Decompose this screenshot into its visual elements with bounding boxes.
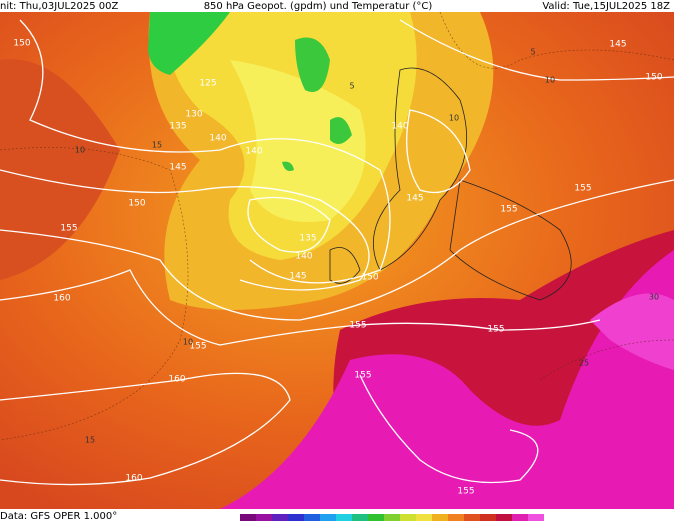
geopotential-label: 125	[199, 79, 216, 89]
geopotential-contour	[19, 19, 391, 284]
header-bar	[0, 0, 674, 12]
scale-swatch	[256, 514, 272, 521]
very-hot-area	[220, 250, 674, 509]
scale-swatch	[400, 514, 416, 521]
scale-swatch	[288, 514, 304, 521]
temperature-label: 15	[85, 436, 95, 445]
geopotential-label: 160	[168, 375, 185, 385]
scale-swatch	[464, 514, 480, 521]
temperature-label: 5	[349, 82, 354, 91]
geopotential-label: 160	[53, 294, 70, 304]
scale-swatch	[480, 514, 496, 521]
cold-area	[230, 60, 366, 222]
data-source: Data: GFS OPER 1.000°	[0, 511, 117, 521]
temperature-label: 5	[530, 48, 535, 57]
geopotential-label: 150	[13, 39, 30, 49]
geopotential-contour	[0, 372, 291, 486]
warm-area	[0, 59, 120, 280]
geopotential-contour	[359, 374, 539, 484]
geopotential-contour	[399, 19, 674, 81]
color-scale	[240, 514, 544, 521]
valid-time: Valid: Tue,15JUL2025 18Z	[542, 1, 670, 12]
scale-swatch	[416, 514, 432, 521]
geopotential-label: 145	[169, 163, 186, 173]
temperature-label: 10	[75, 146, 85, 155]
geopotential-label: 155	[487, 325, 504, 335]
temperature-label: 25	[579, 359, 589, 368]
scale-swatch	[336, 514, 352, 521]
cold-pockets	[282, 37, 352, 171]
geopotential-label: 145	[289, 272, 306, 282]
isotherm	[0, 147, 189, 441]
scale-swatch	[384, 514, 400, 521]
geopotential-label: 135	[299, 234, 316, 244]
isotherm	[439, 11, 674, 69]
scale-swatch	[272, 514, 288, 521]
geopotential-label: 155	[189, 342, 206, 352]
temperature-label: 10	[545, 76, 555, 85]
scale-swatch	[496, 514, 512, 521]
scale-swatch	[320, 514, 336, 521]
geopotential-contour	[0, 169, 370, 291]
init-time: nit: Thu,03JUL2025 00Z	[0, 1, 118, 12]
geopotential-label: 135	[169, 122, 186, 132]
geopotential-label: 140	[391, 122, 408, 132]
scale-swatch	[368, 514, 384, 521]
geopotential-contour	[247, 196, 331, 253]
isotherm	[539, 339, 674, 381]
geopotential-label: 155	[60, 224, 77, 234]
geopotential-label: 145	[406, 194, 423, 204]
scale-swatch	[448, 514, 464, 521]
temperature-label: 10	[183, 338, 193, 347]
geopotential-label: 155	[349, 321, 366, 331]
geopotential-contour	[406, 109, 471, 194]
geopotential-label: 155	[457, 487, 474, 497]
geopotential-label: 160	[125, 474, 142, 484]
temperature-label: 30	[649, 293, 659, 302]
extreme-area	[590, 293, 674, 370]
greenland-cold	[148, 12, 230, 75]
geopotential-label: 130	[185, 110, 202, 120]
geopotential-label: 140	[209, 134, 226, 144]
geopotential-contour	[0, 179, 674, 321]
scale-swatch	[352, 514, 368, 521]
geopotential-label: 155	[354, 371, 371, 381]
geopotential-contour	[0, 269, 601, 346]
scale-swatch	[304, 514, 320, 521]
geopotential-label: 155	[574, 184, 591, 194]
geopotential-label: 150	[645, 73, 662, 83]
scale-swatch	[528, 514, 544, 521]
geopotential-label: 150	[361, 273, 378, 283]
scale-swatch	[240, 514, 256, 521]
coastlines	[329, 67, 572, 301]
geopotential-label: 155	[500, 205, 517, 215]
title: 850 hPa Geopot. (gpdm) und Temperatur (°…	[204, 1, 433, 12]
scale-swatch	[512, 514, 528, 521]
geopotential-label: 150	[128, 199, 145, 209]
geopotential-label: 140	[295, 252, 312, 262]
geopotential-label: 145	[609, 40, 626, 50]
temperature-label: 10	[449, 114, 459, 123]
temperature-label: 15	[152, 141, 162, 150]
scale-swatch	[432, 514, 448, 521]
geopotential-label: 140	[245, 147, 262, 157]
